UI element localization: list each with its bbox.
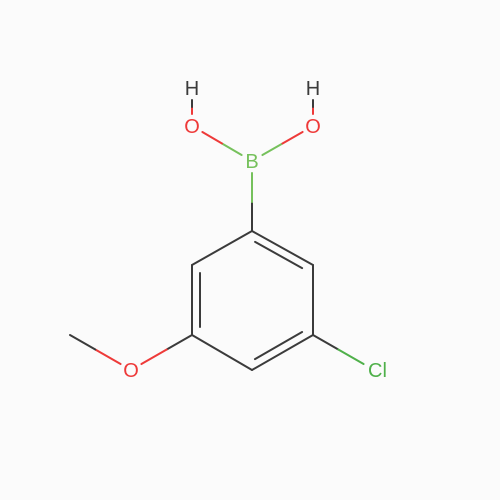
atom-o: O <box>184 116 200 138</box>
bond <box>167 335 192 350</box>
bond <box>192 335 252 370</box>
atom-h: H <box>185 78 199 100</box>
bond <box>192 231 252 265</box>
bond <box>338 350 363 365</box>
atom-h: H <box>306 78 320 100</box>
bond <box>262 144 282 156</box>
bond <box>222 144 242 155</box>
bond <box>141 350 166 365</box>
bond <box>70 335 95 350</box>
bond <box>202 132 222 143</box>
bond <box>283 132 303 144</box>
atom-cl: Cl <box>368 360 387 382</box>
bond <box>252 335 313 370</box>
bond <box>95 350 120 365</box>
atom-o: O <box>123 360 139 382</box>
atom-b: B <box>245 151 258 173</box>
molecule-diagram: BOOHHClO <box>0 0 500 500</box>
bond <box>313 335 338 350</box>
atom-o: O <box>305 116 321 138</box>
bond <box>252 231 313 265</box>
